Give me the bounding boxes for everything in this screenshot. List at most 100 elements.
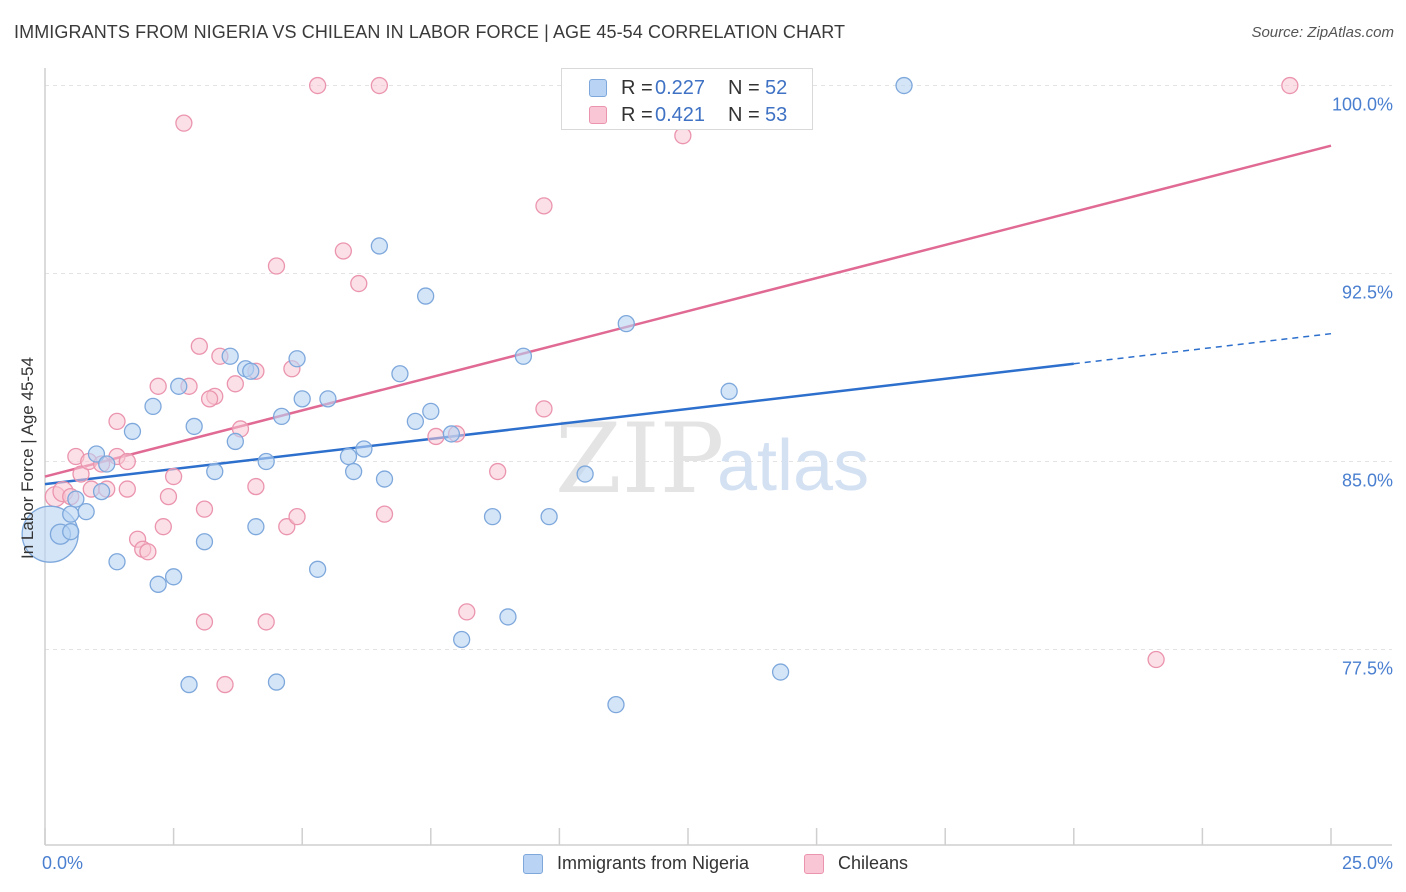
nigeria-point bbox=[293, 390, 311, 408]
watermark-zip: ZIP bbox=[555, 403, 724, 515]
chilean-point bbox=[1281, 76, 1299, 95]
nigeria-point bbox=[355, 440, 373, 458]
nigeria-point bbox=[453, 630, 471, 649]
nigeria-trend-extension bbox=[1073, 332, 1332, 365]
chilean-point bbox=[200, 390, 219, 408]
nigeria-point bbox=[144, 397, 162, 416]
y-tick-label: 85.0% bbox=[1342, 471, 1393, 491]
chilean-point bbox=[154, 518, 172, 536]
legend-r-label: R = bbox=[621, 104, 653, 126]
nigeria-point bbox=[288, 350, 306, 368]
nigeria-point bbox=[406, 412, 425, 431]
nigeria-point bbox=[108, 553, 126, 571]
chilean-point bbox=[139, 543, 157, 561]
nigeria-point bbox=[391, 365, 409, 383]
nigeria-point bbox=[92, 482, 111, 501]
nigeria-points bbox=[21, 76, 913, 714]
nigeria-point bbox=[483, 508, 502, 526]
chilean-point bbox=[267, 257, 286, 275]
series-label-nigeria: Immigrants from Nigeria bbox=[557, 853, 750, 873]
chilean-point bbox=[190, 337, 208, 355]
legend-r-value: 0.421 bbox=[655, 104, 706, 126]
series-swatch-chilean bbox=[804, 854, 824, 874]
chilean-point bbox=[535, 197, 553, 215]
nigeria-point bbox=[339, 447, 358, 466]
tick-labels: 77.5% 85.0% 92.5% 100.0% 0.0% 25.0% bbox=[42, 95, 1393, 873]
legend-swatch-chilean bbox=[589, 106, 607, 124]
nigeria-point bbox=[771, 663, 790, 681]
chilean-point bbox=[149, 377, 167, 395]
series-swatch-nigeria bbox=[523, 854, 543, 874]
chilean-point bbox=[72, 465, 90, 483]
legend-n-label: N = bbox=[728, 104, 760, 126]
legend-row-nigeria: R = 0.227 N = 52 bbox=[562, 76, 812, 102]
chilean-point bbox=[108, 412, 126, 431]
chilean-point bbox=[1147, 650, 1165, 669]
nigeria-point bbox=[221, 347, 239, 365]
nigeria-point bbox=[257, 452, 275, 471]
chilean-point bbox=[334, 242, 353, 260]
chilean-point bbox=[216, 675, 234, 694]
chilean-point bbox=[427, 427, 445, 446]
legend-n-value: 52 bbox=[765, 77, 788, 99]
chilean-point bbox=[375, 505, 394, 523]
legend-n-label: N = bbox=[728, 77, 760, 99]
chilean-point bbox=[458, 603, 476, 621]
chilean-point bbox=[159, 487, 178, 506]
chilean-point bbox=[288, 508, 306, 526]
chilean-point bbox=[118, 452, 136, 471]
nigeria-point bbox=[180, 675, 198, 694]
nigeria-point bbox=[149, 575, 167, 593]
legend-r-label: R = bbox=[621, 77, 653, 99]
nigeria-point bbox=[185, 417, 203, 436]
legend-row-chilean: R = 0.421 N = 53 bbox=[562, 103, 812, 129]
stats-legend: R = 0.227 N = 52 R = 0.421 N = 53 bbox=[561, 68, 813, 130]
nigeria-point bbox=[123, 422, 142, 441]
nigeria-point bbox=[607, 695, 625, 714]
chilean-point bbox=[164, 467, 183, 486]
nigeria-point bbox=[370, 237, 389, 255]
nigeria-point bbox=[442, 425, 461, 443]
x-tick-label: 25.0% bbox=[1342, 853, 1393, 873]
nigeria-point bbox=[272, 407, 291, 426]
nigeria-point bbox=[206, 462, 224, 481]
nigeria-point bbox=[617, 315, 635, 333]
chilean-point bbox=[350, 274, 368, 293]
chilean-point bbox=[195, 613, 214, 631]
nigeria-point bbox=[98, 455, 116, 473]
nigeria-point bbox=[226, 432, 244, 451]
nigeria-point bbox=[720, 382, 738, 400]
chilean-point bbox=[308, 76, 327, 95]
legend-n-value: 53 bbox=[765, 104, 788, 126]
nigeria-point bbox=[87, 445, 106, 463]
nigeria-point bbox=[422, 402, 440, 421]
nigeria-point bbox=[319, 390, 337, 408]
watermark-atlas: atlas bbox=[717, 426, 869, 506]
chilean-point bbox=[489, 462, 507, 481]
legend-swatch-nigeria bbox=[589, 79, 607, 97]
x-tick-label: 0.0% bbox=[42, 853, 83, 873]
y-axis-label: In Labor Force | Age 45-54 bbox=[18, 357, 37, 559]
legend-r-value: 0.227 bbox=[655, 77, 706, 99]
chilean-point bbox=[247, 477, 265, 496]
nigeria-point bbox=[170, 377, 188, 395]
chilean-trend-line bbox=[44, 144, 1332, 478]
nigeria-point bbox=[164, 568, 183, 586]
nigeria-point bbox=[77, 502, 95, 521]
chilean-point bbox=[674, 127, 692, 145]
nigeria-point bbox=[62, 523, 80, 541]
nigeria-point bbox=[576, 465, 594, 483]
nigeria-point bbox=[242, 362, 260, 380]
chilean-point bbox=[370, 76, 389, 95]
nigeria-point bbox=[267, 673, 286, 691]
nigeria-point bbox=[417, 287, 435, 305]
chilean-point bbox=[535, 400, 553, 418]
source-credit: Source: ZipAtlas.com bbox=[1251, 24, 1394, 41]
chilean-point bbox=[257, 613, 275, 631]
nigeria-point bbox=[540, 508, 558, 526]
y-tick-label: 92.5% bbox=[1342, 283, 1393, 303]
y-tick-label: 77.5% bbox=[1342, 658, 1393, 678]
chilean-point bbox=[278, 518, 296, 536]
nigeria-point bbox=[514, 347, 533, 365]
